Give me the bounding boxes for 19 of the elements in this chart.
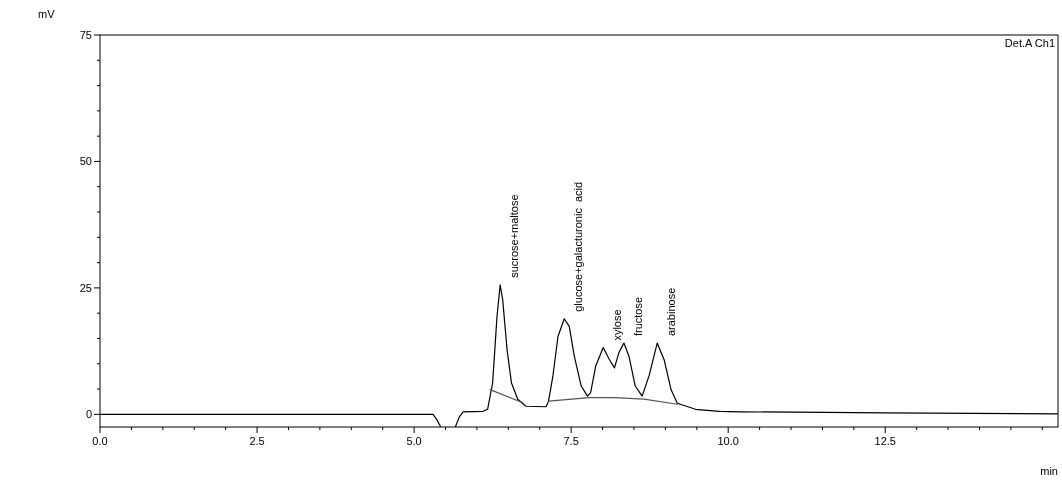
annotation: Det.A Ch1 [1004,37,1055,49]
y-tick-label: 0 [85,408,92,421]
y-axis-title: mV [38,8,56,20]
x-tick-label: 10.0 [717,435,739,447]
y-tick-label: 25 [79,281,92,294]
y-tick-label: 50 [79,155,92,168]
x-tick-label: 12.5 [874,435,896,447]
x-tick-label: 0.0 [92,435,108,447]
line-series [547,397,678,405]
y-tick-label: 75 [79,28,92,41]
annotation: sucrose+maltose [508,194,521,278]
annotation: fructose [631,296,644,337]
x-axis-title: min [1040,465,1058,477]
x-tick-label: 5.0 [406,435,422,447]
x-tick-label: 2.5 [249,435,265,447]
annotation: xylose [611,309,624,341]
annotation: arabinose [665,287,678,337]
annotation: glucose+galacturonic acid [572,181,585,312]
x-tick-label: 7.5 [563,435,579,447]
